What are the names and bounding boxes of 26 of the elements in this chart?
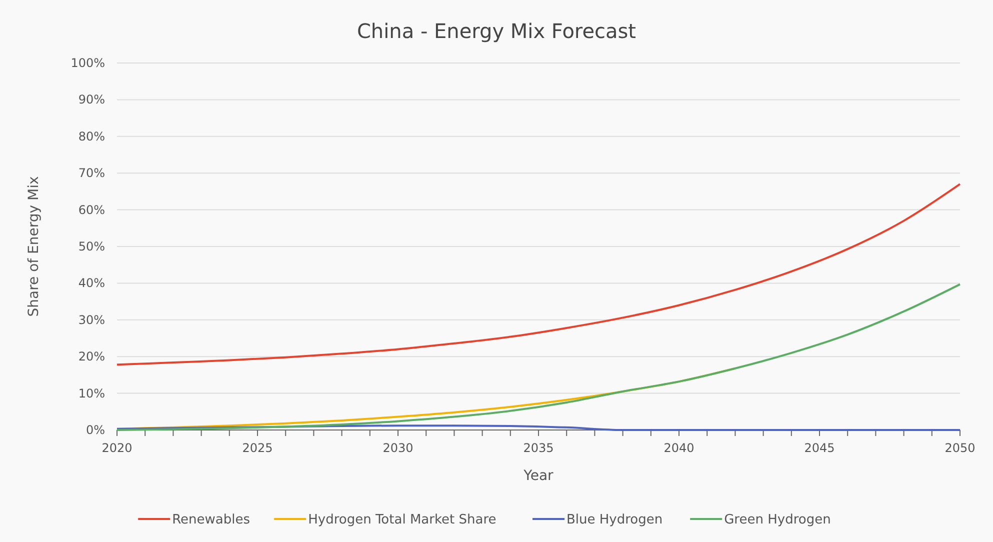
x-tick-label: 2045 [804, 441, 835, 455]
legend-label: Renewables [172, 512, 250, 528]
chart-title: China - Energy Mix Forecast [356, 19, 636, 43]
x-tick-label: 2020 [102, 441, 132, 455]
x-tick-label: 2050 [944, 441, 976, 455]
y-tick-label: 90% [78, 92, 105, 107]
x-tick-label: 2025 [242, 441, 273, 455]
y-tick-label: 80% [78, 129, 105, 144]
x-tick-label: 2040 [664, 441, 694, 455]
x-tick-label: 2035 [523, 441, 554, 455]
y-tick-label: 50% [78, 240, 105, 254]
y-tick-label: 70% [78, 166, 105, 180]
y-tick-label: 0% [86, 423, 105, 437]
y-axis-title: Share of Energy Mix [26, 176, 42, 317]
legend-label: Blue Hydrogen [566, 512, 663, 528]
legend-label: Hydrogen Total Market Share [308, 512, 496, 528]
y-tick-label: 40% [78, 276, 105, 290]
y-tick-label: 30% [78, 312, 105, 327]
line-series [116, 183, 961, 366]
x-axis-title: Year [522, 468, 554, 484]
y-tick-label: 10% [78, 386, 105, 400]
x-tick-label: 2030 [382, 441, 414, 455]
y-tick-label: 100% [70, 56, 105, 70]
legend-label: Green Hydrogen [724, 512, 831, 528]
y-tick-label: 20% [78, 350, 105, 364]
y-tick-label: 60% [78, 202, 105, 217]
